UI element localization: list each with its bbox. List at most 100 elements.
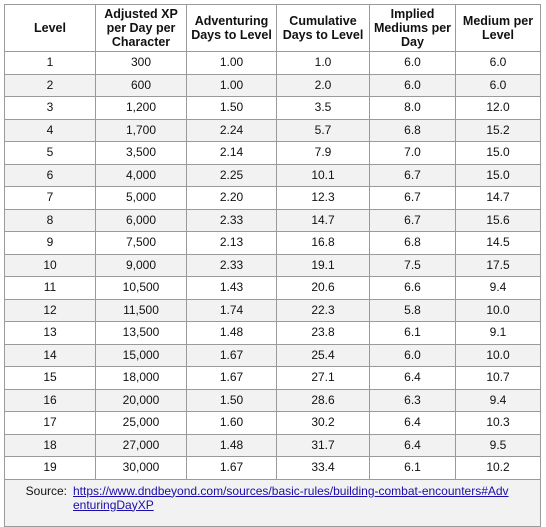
table-cell: 10.2 <box>455 456 541 480</box>
table-cell: 14.5 <box>455 231 541 255</box>
table-cell: 15,000 <box>95 343 187 367</box>
table-cell: 6.1 <box>369 456 456 480</box>
table-row: 16 20,000 1.50 28.6 6.3 9.4 <box>4 388 541 412</box>
table-cell: 23.8 <box>276 321 370 345</box>
table-cell: 1.67 <box>186 343 277 367</box>
table-cell: 31.7 <box>276 433 370 457</box>
table-cell: 2.0 <box>276 73 370 97</box>
table-cell: 19 <box>4 456 96 480</box>
table-cell: 2.20 <box>186 186 277 210</box>
table-cell: 6.6 <box>369 276 456 300</box>
table-cell: 2 <box>4 73 96 97</box>
table-cell: 1.48 <box>186 321 277 345</box>
table-cell: 2.14 <box>186 141 277 165</box>
header-cell: Cumulative Days to Level <box>276 4 370 52</box>
table-cell: 6.0 <box>455 51 541 75</box>
table-cell: 1.50 <box>186 388 277 412</box>
table-row: 17 25,000 1.60 30.2 6.4 10.3 <box>4 411 541 435</box>
source-row: Source: https://www.dndbeyond.com/sources… <box>4 478 541 527</box>
table-cell: 6.0 <box>369 51 456 75</box>
table-cell: 6 <box>4 163 96 187</box>
table-row: 19 30,000 1.67 33.4 6.1 10.2 <box>4 456 541 480</box>
table-cell: 6.0 <box>369 343 456 367</box>
table-cell: 8 <box>4 208 96 232</box>
table-cell: 1.67 <box>186 366 277 390</box>
table-cell: 33.4 <box>276 456 370 480</box>
table-cell: 3 <box>4 96 96 120</box>
table-cell: 16 <box>4 388 96 412</box>
table-row: 7 5,000 2.20 12.3 6.7 14.7 <box>4 186 541 210</box>
table-cell: 9.4 <box>455 388 541 412</box>
table-cell: 19.1 <box>276 253 370 277</box>
table-cell: 11,500 <box>95 298 187 322</box>
table-cell: 600 <box>95 73 187 97</box>
table-cell: 22.3 <box>276 298 370 322</box>
xp-table-container: Level Adjusted XP per Day per Character … <box>4 4 541 527</box>
table-cell: 14.7 <box>276 208 370 232</box>
table-cell: 15.0 <box>455 163 541 187</box>
table-cell: 1.43 <box>186 276 277 300</box>
table-cell: 10.7 <box>455 366 541 390</box>
table-row: 11 10,500 1.43 20.6 6.6 9.4 <box>4 276 541 300</box>
table-cell: 10,500 <box>95 276 187 300</box>
table-cell: 13,500 <box>95 321 187 345</box>
table-cell: 5.7 <box>276 118 370 142</box>
table-row: 12 11,500 1.74 22.3 5.8 10.0 <box>4 298 541 322</box>
table-row: 18 27,000 1.48 31.7 6.4 9.5 <box>4 433 541 457</box>
table-cell: 6.3 <box>369 388 456 412</box>
table-row: 6 4,000 2.25 10.1 6.7 15.0 <box>4 163 541 187</box>
table-cell: 1,200 <box>95 96 187 120</box>
table-cell: 2.13 <box>186 231 277 255</box>
xp-table: Level Adjusted XP per Day per Character … <box>4 4 541 527</box>
table-row: 4 1,700 2.24 5.7 6.8 15.2 <box>4 118 541 142</box>
table-cell: 9.1 <box>455 321 541 345</box>
table-cell: 6.4 <box>369 366 456 390</box>
table-cell: 5,000 <box>95 186 187 210</box>
table-cell: 1.60 <box>186 411 277 435</box>
table-cell: 12 <box>4 298 96 322</box>
table-cell: 1.0 <box>276 51 370 75</box>
table-cell: 10.0 <box>455 298 541 322</box>
header-cell: Adventuring Days to Level <box>186 4 277 52</box>
table-cell: 8.0 <box>369 96 456 120</box>
table-cell: 13 <box>4 321 96 345</box>
table-cell: 300 <box>95 51 187 75</box>
table-cell: 30,000 <box>95 456 187 480</box>
table-row: 1 300 1.00 1.0 6.0 6.0 <box>4 51 541 75</box>
table-cell: 1.67 <box>186 456 277 480</box>
table-cell: 15 <box>4 366 96 390</box>
table-cell: 5.8 <box>369 298 456 322</box>
table-cell: 6.8 <box>369 231 456 255</box>
table-cell: 2.24 <box>186 118 277 142</box>
table-cell: 3,500 <box>95 141 187 165</box>
table-cell: 6.7 <box>369 186 456 210</box>
table-cell: 5 <box>4 141 96 165</box>
table-row: 2 600 1.00 2.0 6.0 6.0 <box>4 73 541 97</box>
table-cell: 18 <box>4 433 96 457</box>
table-cell: 27,000 <box>95 433 187 457</box>
table-cell: 6.7 <box>369 208 456 232</box>
table-cell: 15.2 <box>455 118 541 142</box>
table-cell: 10.0 <box>455 343 541 367</box>
table-cell: 6.1 <box>369 321 456 345</box>
header-cell: Level <box>4 4 96 52</box>
table-cell: 7 <box>4 186 96 210</box>
table-cell: 10 <box>4 253 96 277</box>
header-cell: Adjusted XP per Day per Character <box>95 4 187 52</box>
table-cell: 28.6 <box>276 388 370 412</box>
table-cell: 1.74 <box>186 298 277 322</box>
table-cell: 7.9 <box>276 141 370 165</box>
table-cell: 12.3 <box>276 186 370 210</box>
table-cell: 6.7 <box>369 163 456 187</box>
table-cell: 25.4 <box>276 343 370 367</box>
table-cell: 2.25 <box>186 163 277 187</box>
table-cell: 17 <box>4 411 96 435</box>
source-link[interactable]: https://www.dndbeyond.com/sources/basic-… <box>73 483 509 512</box>
table-cell: 1.48 <box>186 433 277 457</box>
table-cell: 6.0 <box>369 73 456 97</box>
table-cell: 6,000 <box>95 208 187 232</box>
table-cell: 14.7 <box>455 186 541 210</box>
table-cell: 4,000 <box>95 163 187 187</box>
table-cell: 1.50 <box>186 96 277 120</box>
header-cell: Medium per Level <box>455 4 541 52</box>
